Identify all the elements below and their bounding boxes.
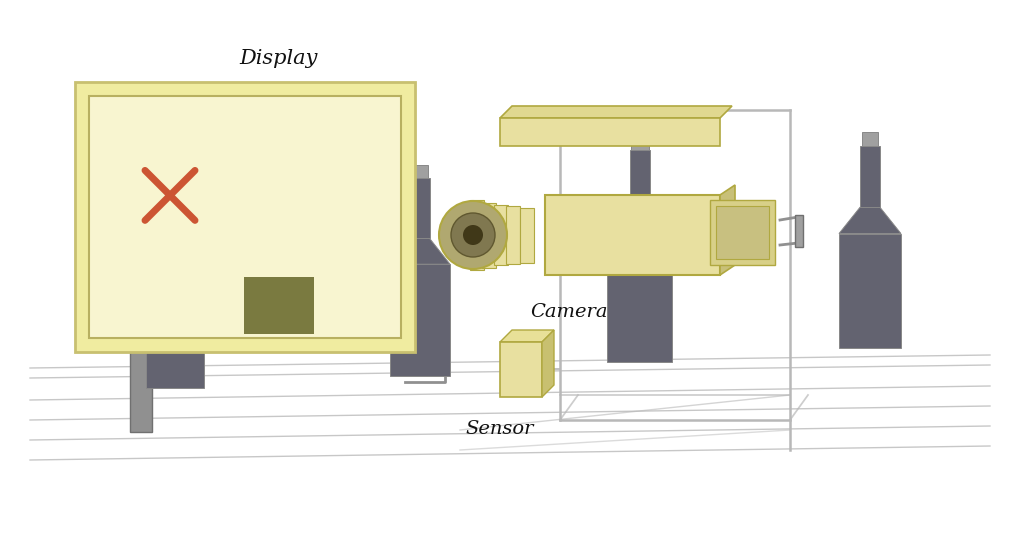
Bar [244,277,314,334]
Text: Sensor: Sensor [465,420,534,438]
Polygon shape [720,185,735,275]
Circle shape [451,213,495,257]
Bar [839,234,901,348]
Polygon shape [500,106,732,118]
Bar [412,165,428,178]
Bar [146,284,204,388]
Polygon shape [500,330,554,342]
Circle shape [439,201,508,269]
Bar [500,118,720,146]
Polygon shape [243,198,315,224]
Bar [482,203,496,268]
Bar [520,208,534,263]
Bar [269,118,289,132]
Bar [795,215,803,247]
Bar [470,200,484,270]
Polygon shape [608,215,673,242]
Bar [710,200,775,265]
Polygon shape [542,330,554,397]
Text: Camera: Camera [530,303,608,321]
Bar [608,242,673,362]
Text: Display: Display [240,49,318,68]
Bar [268,132,290,198]
Bar [545,195,720,275]
Polygon shape [146,260,204,284]
Bar [130,352,152,432]
Bar [631,137,649,150]
Bar [494,205,508,265]
Bar [506,206,520,264]
Bar [89,96,401,338]
Circle shape [463,225,483,245]
Bar [167,192,183,204]
Bar [629,150,651,215]
Bar [716,206,769,259]
Bar [75,82,415,352]
Bar [410,178,429,239]
Bar [862,132,878,145]
Bar [860,145,880,207]
Polygon shape [390,239,450,264]
Bar [165,204,185,260]
Bar [390,264,450,376]
Bar [243,224,315,334]
Bar [500,342,542,397]
Polygon shape [839,207,901,234]
